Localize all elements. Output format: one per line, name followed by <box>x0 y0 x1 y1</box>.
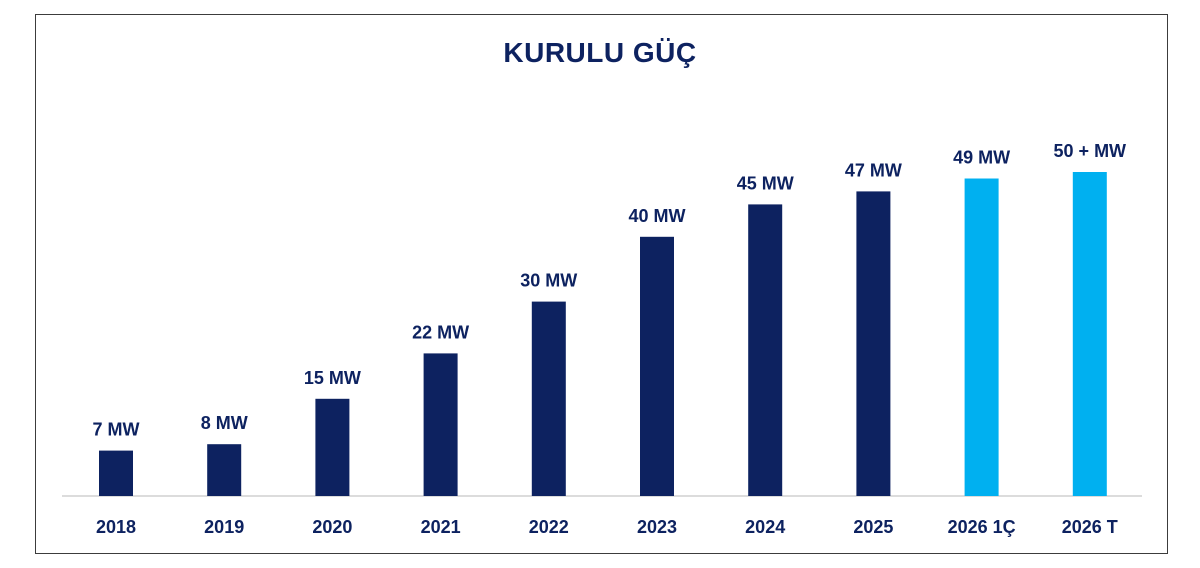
data-label-2026-1ç: 49 MW <box>953 148 1010 168</box>
bars-group <box>99 172 1107 497</box>
data-labels-group: 7 MW 8 MW 15 MW 22 MW 30 MW 40 MW 45 MW 47 MW 49… <box>93 141 1127 440</box>
chart-title: KURULU GÜÇ <box>503 37 697 68</box>
data-label-2019: 8 MW <box>201 413 248 433</box>
data-label-2021: 22 MW <box>412 322 469 342</box>
x-tick-label-2025: 2025 <box>853 517 893 537</box>
x-tick-label-2020: 2020 <box>312 517 352 537</box>
x-tick-label-2019: 2019 <box>204 517 244 537</box>
bar-2023 <box>640 236 674 497</box>
x-tick-label-2022: 2022 <box>529 517 569 537</box>
data-label-2024: 45 MW <box>737 173 794 193</box>
bar-2026-1ç <box>964 178 999 496</box>
bar-2026-t <box>1072 172 1107 496</box>
x-tick-label-2026-1ç: 2026 1Ç <box>948 517 1016 537</box>
data-label-2023: 40 MW <box>628 206 685 226</box>
bar-2019 <box>207 444 242 496</box>
bar-2021 <box>423 353 458 496</box>
bar-2018 <box>99 450 133 496</box>
data-label-2020: 15 MW <box>304 368 361 388</box>
data-label-2025: 47 MW <box>845 160 902 180</box>
x-tick-label-2024: 2024 <box>745 517 785 537</box>
x-tick-label-2023: 2023 <box>637 517 677 537</box>
x-tick-label-2021: 2021 <box>421 517 461 537</box>
x-tick-labels-group: 2018 2019 2020 2021 2022 2023 2024 2025 2026 1Ç 2… <box>96 517 1118 537</box>
data-label-2018: 7 MW <box>93 420 140 440</box>
bar-2020 <box>315 398 350 496</box>
bar-2025 <box>856 191 891 496</box>
x-tick-label-2026-t: 2026 T <box>1062 517 1118 537</box>
bar-2022 <box>531 301 566 496</box>
x-tick-label-2018: 2018 <box>96 517 136 537</box>
bar-2024 <box>748 204 783 496</box>
data-label-2026-t: 50 + MW <box>1054 141 1127 161</box>
data-label-2022: 30 MW <box>520 271 577 291</box>
